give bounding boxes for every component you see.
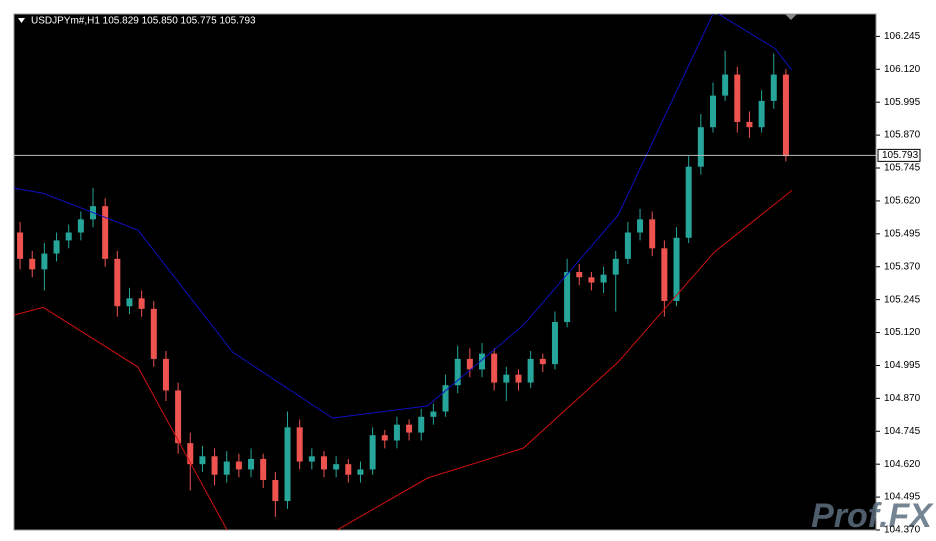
candle-body [515, 374, 522, 383]
y-tick-label: 105.120 [884, 327, 921, 338]
candle-body [673, 237, 680, 301]
candle-body [150, 308, 157, 359]
y-tick-label: 106.120 [884, 64, 921, 75]
candle-body [248, 458, 255, 470]
y-tick-label: 104.370 [884, 525, 921, 536]
candle-body [649, 219, 656, 249]
candle-body [722, 74, 729, 96]
candle-body [491, 353, 498, 383]
candle-body [588, 277, 595, 283]
candle-body [357, 469, 364, 475]
candle-body [479, 353, 486, 370]
candle-body [782, 74, 789, 157]
candle-body [65, 232, 72, 241]
candle-body [320, 456, 327, 470]
envelope-line [14, 14, 793, 419]
candle-body [454, 358, 461, 386]
candle-body [661, 248, 668, 301]
candle-body [296, 427, 303, 462]
candle-body [345, 464, 352, 475]
candle-body [576, 272, 583, 278]
y-tick-label: 105.995 [884, 97, 921, 108]
y-tick-label: 105.245 [884, 294, 921, 305]
candle-body [53, 240, 60, 254]
y-tick-label: 104.495 [884, 492, 921, 503]
candle-body [333, 464, 340, 470]
candle-body [41, 253, 48, 270]
plot-area [13, 13, 877, 531]
candle-body [600, 274, 607, 283]
candle-body [527, 358, 534, 383]
candle-body [17, 232, 24, 259]
candle-body [138, 298, 145, 309]
candle-body [199, 456, 206, 465]
plot-layer [14, 14, 793, 530]
candle-body [612, 258, 619, 275]
candle-body [637, 219, 644, 233]
candle-body [418, 416, 425, 433]
watermark: Prof.FX [811, 497, 934, 535]
candle-body [369, 435, 376, 470]
candle-body [187, 443, 194, 465]
envelope-line [14, 189, 793, 530]
candle-body [126, 298, 133, 307]
candle-body [539, 358, 546, 365]
candle-body [114, 258, 121, 307]
y-tick-label: 105.870 [884, 130, 921, 141]
menu-arrow [18, 18, 25, 23]
y-tick-label: 105.620 [884, 196, 921, 207]
candle-body [503, 374, 510, 383]
candle-body [564, 272, 571, 323]
candle-body [162, 358, 169, 391]
y-tick-label: 104.620 [884, 459, 921, 470]
candle-body [260, 458, 267, 480]
price-label-box [877, 148, 921, 162]
candle-body [29, 258, 36, 270]
candle-body [406, 424, 413, 433]
candle-body [393, 424, 400, 441]
candle-body [624, 232, 631, 259]
price-label: 105.793 [882, 150, 919, 161]
candle-body [685, 166, 692, 238]
candle-body [235, 461, 242, 470]
candle-body [284, 427, 291, 502]
candle-body [430, 411, 437, 417]
candle-body [211, 456, 218, 475]
candle-body [709, 95, 716, 128]
candle-body [381, 435, 388, 441]
y-tick-label: 106.245 [884, 31, 921, 42]
candle-body [308, 456, 315, 462]
candle-body [746, 121, 753, 128]
candle-body [770, 74, 777, 101]
chart-title: USDJPYm#,H1 105.829 105.850 105.775 105.… [31, 16, 256, 27]
candle-body [77, 219, 84, 233]
y-tick-label: 104.870 [884, 393, 921, 404]
candle-body [734, 74, 741, 122]
candle-body [442, 385, 449, 412]
candle-body [466, 358, 473, 370]
candle-body [272, 479, 279, 502]
y-tick-label: 105.745 [884, 163, 921, 174]
candle-body [175, 390, 182, 444]
candle-body [102, 206, 109, 259]
candle-body [697, 127, 704, 167]
candle-body [551, 322, 558, 365]
marker [785, 14, 797, 20]
candle-body [758, 100, 765, 128]
candle-body [223, 461, 230, 475]
y-tick-label: 104.745 [884, 426, 921, 437]
y-tick-label: 105.370 [884, 261, 921, 272]
y-tick-label: 105.495 [884, 228, 921, 239]
y-tick-label: 104.995 [884, 360, 921, 371]
